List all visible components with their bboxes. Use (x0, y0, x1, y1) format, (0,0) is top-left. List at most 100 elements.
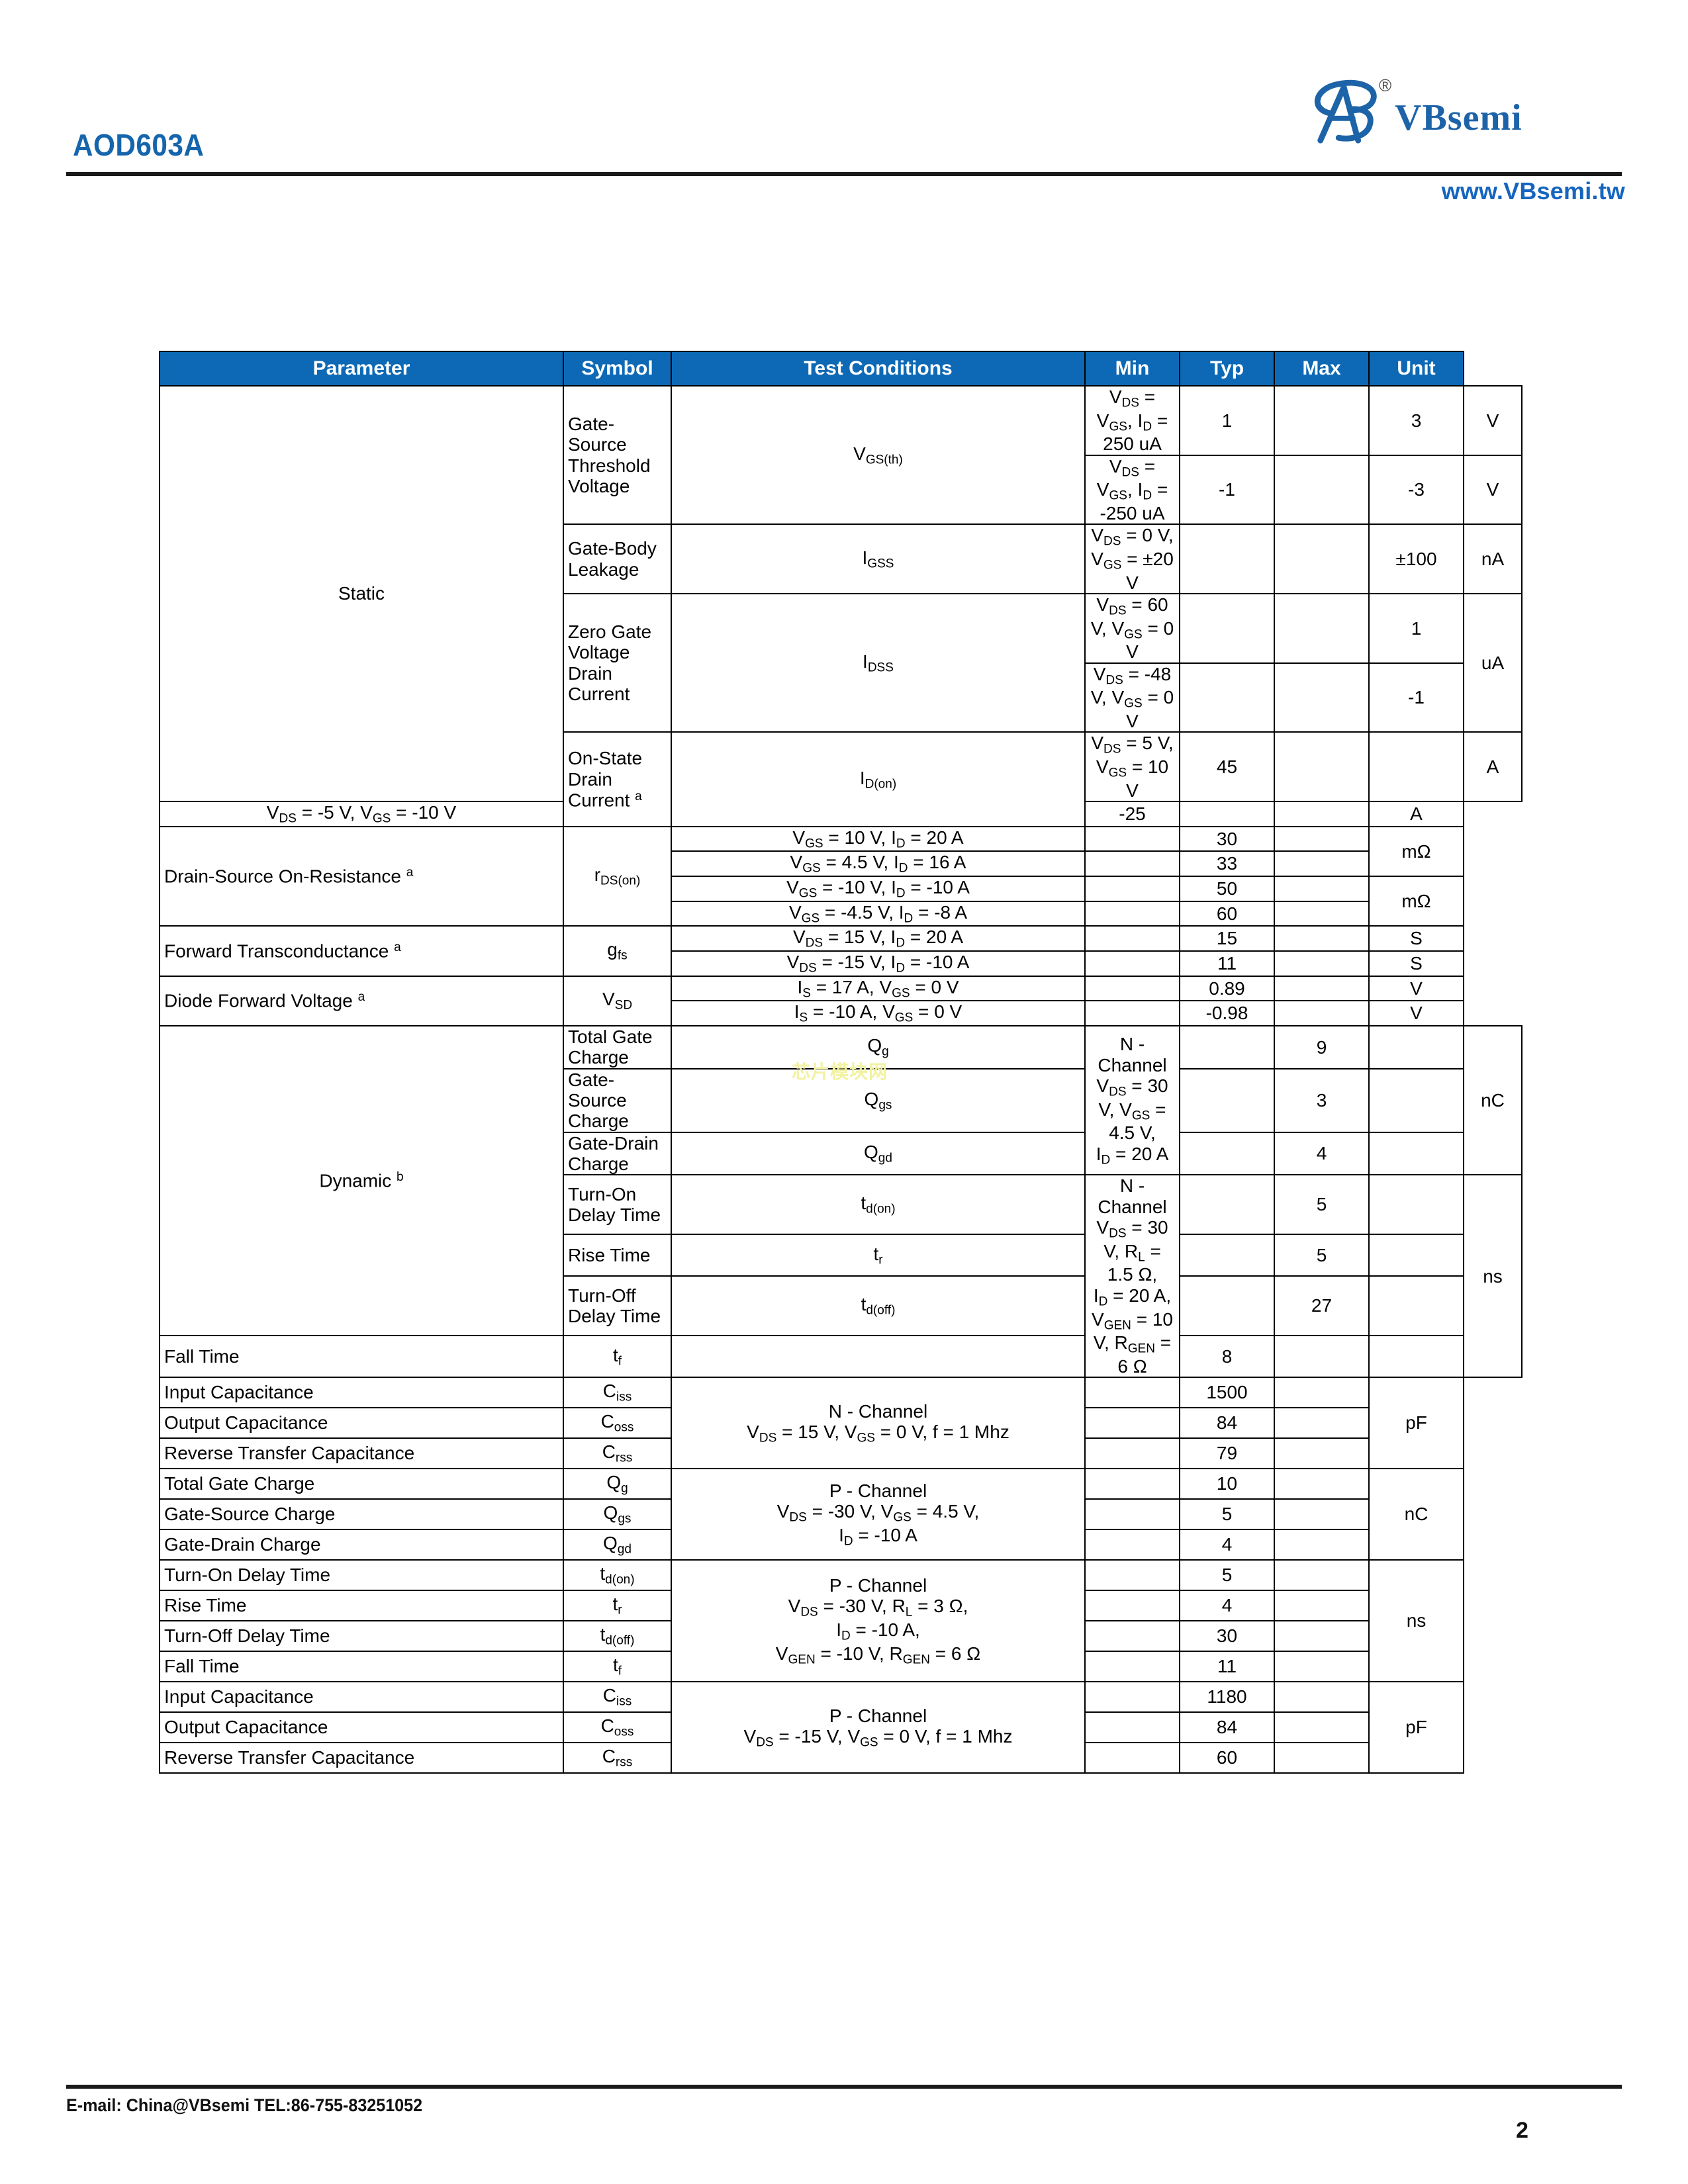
cell-parameter: Drain-Source On-Resistance a (159, 825, 564, 927)
cell-max (1274, 1377, 1370, 1409)
table-row: Gate-Drain Charge Qgd 4 (159, 1529, 1522, 1561)
table-row: Gate-Source Threshold Voltage VGS(th) VDS … (160, 385, 1523, 525)
cell-max (1368, 1024, 1464, 1069)
cell-unit: pF (1368, 1681, 1464, 1774)
cell-min (1084, 1407, 1180, 1439)
cell-min (1179, 1233, 1275, 1277)
section-label-static: Static (159, 385, 564, 803)
cell-typ: 5 (1274, 1174, 1370, 1235)
cell-test-condition: VDS = VGS, ID = -250 uA (1084, 454, 1180, 525)
cell-parameter: Input Capacitance (159, 1681, 564, 1713)
cell-typ: 5 (1179, 1559, 1275, 1592)
column-header-typ: Typ (1179, 351, 1275, 387)
cell-max: 3 (1368, 385, 1464, 456)
cell-parameter: Rise Time (159, 1590, 564, 1622)
cell-symbol: td(off) (671, 1275, 1086, 1336)
cell-max (1274, 950, 1370, 977)
table-row: Gate-Source Charge Qgs 5 (159, 1498, 1522, 1531)
cell-symbol: Qgd (563, 1529, 672, 1561)
cell-symbol: Ciss (563, 1377, 672, 1409)
registered-trademark-icon: ® (1379, 75, 1392, 95)
table-row: Gate-Source Charge Qgs 3 (160, 1068, 1522, 1133)
cell-unit: V (1368, 1000, 1464, 1026)
table-row: Turn-On Delay Time td(on) N - Channel VDS =… (160, 1174, 1523, 1379)
cell-max (1274, 1620, 1370, 1653)
cell-unit: ns (1463, 1174, 1523, 1379)
cell-symbol: gfs (563, 925, 672, 977)
column-header-min: Min (1084, 351, 1180, 387)
cell-unit: S (1368, 950, 1464, 977)
cell-min (1179, 662, 1275, 733)
cell-symbol: Qgs (671, 1068, 1086, 1133)
cell-typ: -0.98 (1179, 1000, 1275, 1026)
footer-divider (66, 2085, 1622, 2089)
cell-max (1368, 1233, 1464, 1277)
cell-typ: 4 (1179, 1529, 1275, 1561)
cell-typ: 5 (1274, 1233, 1370, 1277)
cell-unit: nC (1368, 1468, 1464, 1561)
cell-unit: A (1368, 801, 1464, 827)
cell-parameter: Forward Transconductance a (159, 925, 564, 977)
cell-typ: 9 (1274, 1024, 1370, 1069)
cell-min (671, 1334, 1086, 1379)
cell-parameter: Fall Time (159, 1334, 564, 1379)
table-row: VDS = VGS, ID = -250 uA -1 -3 V (160, 454, 1523, 525)
cell-symbol: IDSS (671, 593, 1086, 733)
company-url[interactable]: www.VBsemi.tw (1441, 177, 1625, 205)
cell-symbol: Qgs (563, 1498, 672, 1531)
cell-parameter: Gate-Drain Charge (159, 1529, 564, 1561)
cell-parameter: On-State Drain Current a (563, 731, 672, 827)
cell-parameter: Turn-On Delay Time (159, 1559, 564, 1592)
cell-max (1274, 1000, 1370, 1026)
cell-test-condition: VGS = -4.5 V, ID = -8 A (671, 900, 1086, 927)
cell-max (1274, 1468, 1370, 1500)
cell-typ (1274, 593, 1370, 664)
cell-min: -1 (1179, 454, 1275, 525)
table-row: Gate-Body Leakage IGSS VDS = 0 V, VGS = ±2… (160, 523, 1523, 595)
cell-symbol: tf (563, 1651, 672, 1683)
cell-min (1084, 1711, 1180, 1744)
cell-min (1179, 1174, 1275, 1235)
cell-test-condition: IS = 17 A, VGS = 0 V (671, 975, 1086, 1002)
cell-min: 1 (1179, 385, 1275, 456)
cell-min (1084, 950, 1180, 977)
cell-symbol: td(on) (671, 1174, 1086, 1235)
cell-symbol: Coss (563, 1407, 672, 1439)
cell-max (1274, 975, 1370, 1002)
cell-max (1274, 1742, 1370, 1774)
cell-max (1274, 1711, 1370, 1744)
cell-test-condition: P - Channel VDS = -30 V, RL = 3 Ω, ID = -1… (671, 1559, 1086, 1683)
cell-typ: 50 (1179, 876, 1275, 902)
table-row: VGS = -4.5 V, ID = -8 A 60 (160, 900, 1522, 927)
table-row: VDS = -48 V, VGS = 0 V -1 (160, 662, 1522, 733)
header-divider (66, 172, 1622, 176)
cell-typ: 60 (1179, 900, 1275, 927)
cell-min (1084, 1681, 1180, 1713)
table-row: VGS = 4.5 V, ID = 16 A 33 (160, 850, 1522, 877)
cell-unit: mΩ (1368, 875, 1464, 927)
cell-max (1368, 1131, 1464, 1176)
cell-max (1274, 1651, 1370, 1683)
column-header-test-conditions: Test Conditions (671, 351, 1086, 387)
table-row: VGS = -10 V, ID = -10 A 50 mΩ (160, 875, 1522, 927)
cell-unit: pF (1368, 1377, 1464, 1470)
cell-parameter: Input Capacitance (159, 1377, 564, 1409)
cell-parameter: Total Gate Charge (159, 1468, 564, 1500)
cell-test-condition: VDS = 5 V, VGS = 10 V (1084, 731, 1180, 803)
cell-min (1084, 900, 1180, 927)
cell-typ (1274, 731, 1370, 803)
cell-max (1274, 925, 1370, 952)
cell-unit: V (1463, 454, 1523, 525)
section-label-dynamic: Dynamic b (159, 1024, 564, 1336)
cell-min (1084, 1529, 1180, 1561)
table-row: Turn-Off Delay Time td(off) 27 (160, 1275, 1522, 1336)
part-number: AOD603A (73, 128, 205, 162)
cell-parameter: Gate-Body Leakage (563, 523, 672, 595)
cell-min (1084, 1000, 1180, 1026)
cell-symbol: tf (563, 1334, 672, 1379)
table-row: Zero Gate Voltage Drain Current IDSS VDS =… (160, 593, 1523, 733)
table-row: Input Capacitance Ciss N - Channel VDS = 15… (159, 1377, 1522, 1470)
cell-min (1084, 1651, 1180, 1683)
table-row: Total Gate Charge Qg P - Channel VDS = -30 … (159, 1468, 1522, 1561)
